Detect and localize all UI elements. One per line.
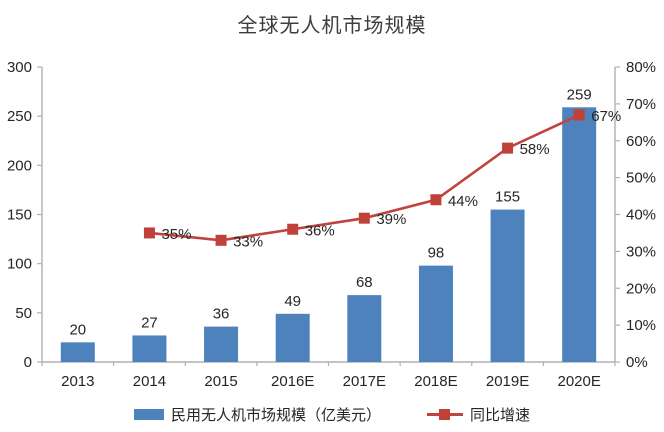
- bar-data-label: 68: [356, 274, 373, 291]
- x-axis-category-label: 2014: [133, 373, 166, 390]
- legend-item-bar-series: 民用无人机市场规模（亿美元）: [133, 404, 381, 425]
- left-axis-tick-label: 50: [15, 305, 32, 322]
- right-axis-tick-label: 0%: [626, 354, 648, 371]
- bar-series-swatch: [133, 409, 164, 420]
- right-axis-tick-label: 60%: [626, 133, 656, 150]
- right-axis-tick-label: 80%: [626, 59, 656, 76]
- bar-data-label: 49: [284, 293, 301, 310]
- line-data-label: 44%: [448, 193, 478, 210]
- line-marker: [573, 109, 585, 121]
- line-data-label: 33%: [233, 233, 263, 250]
- line-marker: [502, 142, 514, 154]
- line-marker: [358, 212, 370, 224]
- bar: [275, 313, 310, 362]
- line-marker: [143, 227, 155, 239]
- x-axis-category-label: 2016E: [271, 373, 314, 390]
- bar-data-label: 98: [428, 245, 445, 262]
- left-axis-tick-label: 200: [7, 157, 32, 174]
- line-data-label: 67%: [591, 108, 621, 125]
- right-axis-tick-label: 10%: [626, 317, 656, 334]
- line-data-label: 36%: [305, 222, 335, 239]
- x-axis-category-label: 2015: [204, 373, 237, 390]
- right-axis-tick-label: 70%: [626, 96, 656, 113]
- line-marker: [215, 234, 227, 246]
- right-axis-tick-label: 30%: [626, 243, 656, 260]
- left-axis-tick-label: 100: [7, 256, 32, 273]
- bar: [132, 335, 167, 362]
- line-data-label: 39%: [376, 211, 406, 228]
- legend: 民用无人机市场规模（亿美元） 同比增速: [0, 404, 664, 425]
- bar-data-label: 155: [495, 189, 520, 206]
- line-marker: [430, 194, 442, 206]
- x-axis-category-label: 2020E: [558, 373, 601, 390]
- bar: [60, 342, 95, 362]
- right-axis-tick-label: 40%: [626, 207, 656, 224]
- left-axis-tick-label: 150: [7, 207, 32, 224]
- left-axis-tick-label: 0: [24, 354, 32, 371]
- line-data-label: 35%: [161, 226, 191, 243]
- x-axis-category-label: 2019E: [486, 373, 529, 390]
- bar: [204, 326, 239, 362]
- right-axis-tick-label: 50%: [626, 170, 656, 187]
- bar: [347, 295, 382, 362]
- bar-data-label: 20: [69, 321, 86, 338]
- bar: [490, 209, 525, 362]
- line-series-swatch-marker: [439, 409, 450, 420]
- line-series-swatch: [427, 409, 463, 420]
- line-data-label: 58%: [520, 141, 550, 158]
- chart-title: 全球无人机市场规模: [237, 15, 427, 37]
- x-axis-category-label: 2013: [61, 373, 94, 390]
- legend-item-line-series: 同比增速: [427, 404, 530, 425]
- bar: [562, 107, 597, 362]
- bar-series-label: 民用无人机市场规模（亿美元）: [170, 407, 381, 424]
- x-axis-category-label: 2017E: [343, 373, 386, 390]
- left-axis-tick-label: 250: [7, 108, 32, 125]
- bar: [418, 265, 453, 362]
- line-series-label: 同比增速: [470, 407, 531, 424]
- x-axis-category-label: 2018E: [414, 373, 457, 390]
- bar-data-label: 36: [213, 306, 230, 323]
- right-axis-tick-label: 20%: [626, 280, 656, 297]
- bar-data-label: 27: [141, 314, 158, 331]
- line-marker: [287, 223, 299, 235]
- bar-data-label: 259: [567, 86, 592, 103]
- left-axis-tick-label: 300: [7, 59, 32, 76]
